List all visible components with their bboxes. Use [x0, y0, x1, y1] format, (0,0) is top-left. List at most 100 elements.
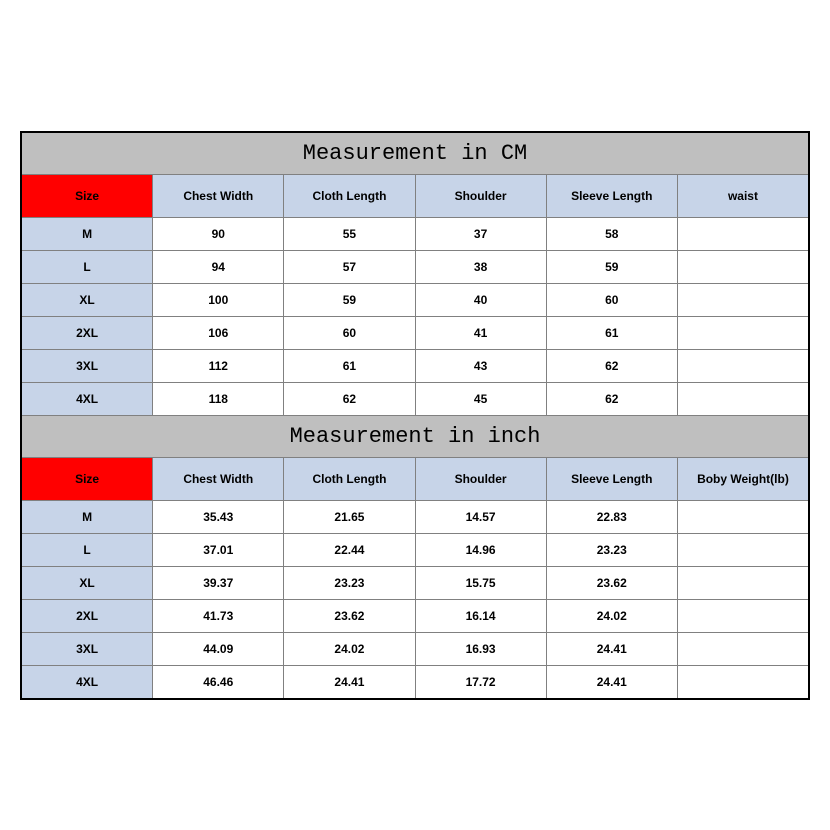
value-cell: [678, 251, 808, 284]
value-cell: 61: [547, 317, 678, 350]
value-cell: 45: [416, 383, 547, 416]
value-cell: 16.93: [416, 633, 547, 666]
value-cell: 118: [153, 383, 284, 416]
value-cell: 62: [284, 383, 415, 416]
value-cell: 24.41: [547, 633, 678, 666]
value-cell: [678, 383, 808, 416]
size-label-cell: M: [22, 218, 153, 251]
size-label-cell: 2XL: [22, 317, 153, 350]
table-row: 4XL46.4624.4117.7224.41: [22, 666, 808, 698]
value-cell: 60: [547, 284, 678, 317]
size-label-cell: L: [22, 534, 153, 567]
value-cell: [678, 284, 808, 317]
table-row: 2XL41.7323.6216.1424.02: [22, 600, 808, 633]
value-cell: 60: [284, 317, 415, 350]
value-cell: [678, 666, 808, 698]
table-section-0: Measurement in CMSizeChest WidthCloth Le…: [22, 133, 808, 416]
table-row: 3XL112614362: [22, 350, 808, 383]
value-cell: [678, 600, 808, 633]
value-cell: 39.37: [153, 567, 284, 600]
value-cell: 59: [547, 251, 678, 284]
value-cell: 23.62: [284, 600, 415, 633]
table-title: Measurement in CM: [22, 133, 808, 175]
value-cell: 24.41: [284, 666, 415, 698]
table-section-1: Measurement in inchSizeChest WidthCloth …: [22, 416, 808, 698]
size-label-cell: 3XL: [22, 633, 153, 666]
value-cell: 37: [416, 218, 547, 251]
value-cell: 23.23: [547, 534, 678, 567]
value-cell: 41: [416, 317, 547, 350]
value-cell: 40: [416, 284, 547, 317]
value-cell: 23.23: [284, 567, 415, 600]
value-cell: 17.72: [416, 666, 547, 698]
value-cell: [678, 350, 808, 383]
value-cell: 41.73: [153, 600, 284, 633]
value-cell: 14.96: [416, 534, 547, 567]
value-cell: 57: [284, 251, 415, 284]
size-label-cell: XL: [22, 567, 153, 600]
table-row: XL100594060: [22, 284, 808, 317]
value-cell: 38: [416, 251, 547, 284]
value-cell: 37.01: [153, 534, 284, 567]
table-header-cell: Shoulder: [416, 175, 547, 218]
value-cell: 90: [153, 218, 284, 251]
table-header-cell: Size: [22, 458, 153, 501]
value-cell: 44.09: [153, 633, 284, 666]
table-row: L37.0122.4414.9623.23: [22, 534, 808, 567]
table-row: 3XL44.0924.0216.9324.41: [22, 633, 808, 666]
value-cell: 22.44: [284, 534, 415, 567]
table-header-row: SizeChest WidthCloth LengthShoulderSleev…: [22, 175, 808, 218]
value-cell: 22.83: [547, 501, 678, 534]
value-cell: 112: [153, 350, 284, 383]
value-cell: 24.02: [284, 633, 415, 666]
value-cell: 58: [547, 218, 678, 251]
value-cell: [678, 317, 808, 350]
value-cell: 23.62: [547, 567, 678, 600]
value-cell: 16.14: [416, 600, 547, 633]
table-header-cell: Cloth Length: [284, 175, 415, 218]
value-cell: 15.75: [416, 567, 547, 600]
table-header-cell: waist: [678, 175, 808, 218]
value-cell: 94: [153, 251, 284, 284]
value-cell: 14.57: [416, 501, 547, 534]
value-cell: 24.02: [547, 600, 678, 633]
table-header-cell: Chest Width: [153, 458, 284, 501]
size-label-cell: 4XL: [22, 666, 153, 698]
size-label-cell: M: [22, 501, 153, 534]
value-cell: 24.41: [547, 666, 678, 698]
size-label-cell: 2XL: [22, 600, 153, 633]
table-row: 4XL118624562: [22, 383, 808, 416]
table-row: 2XL106604161: [22, 317, 808, 350]
size-chart-container: Measurement in CMSizeChest WidthCloth Le…: [20, 131, 810, 700]
table-title: Measurement in inch: [22, 416, 808, 458]
value-cell: [678, 567, 808, 600]
size-label-cell: 3XL: [22, 350, 153, 383]
size-label-cell: XL: [22, 284, 153, 317]
value-cell: 46.46: [153, 666, 284, 698]
value-cell: [678, 534, 808, 567]
table-header-cell: Size: [22, 175, 153, 218]
value-cell: 43: [416, 350, 547, 383]
table-header-cell: Sleeve Length: [547, 458, 678, 501]
table-header-cell: Sleeve Length: [547, 175, 678, 218]
table-row: M90553758: [22, 218, 808, 251]
value-cell: 100: [153, 284, 284, 317]
value-cell: 35.43: [153, 501, 284, 534]
value-cell: 62: [547, 350, 678, 383]
value-cell: 62: [547, 383, 678, 416]
table-row: L94573859: [22, 251, 808, 284]
table-row: XL39.3723.2315.7523.62: [22, 567, 808, 600]
table-row: M35.4321.6514.5722.83: [22, 501, 808, 534]
value-cell: 59: [284, 284, 415, 317]
table-header-cell: Cloth Length: [284, 458, 415, 501]
value-cell: [678, 633, 808, 666]
value-cell: 61: [284, 350, 415, 383]
value-cell: 106: [153, 317, 284, 350]
table-header-cell: Boby Weight(lb): [678, 458, 808, 501]
value-cell: 21.65: [284, 501, 415, 534]
value-cell: [678, 501, 808, 534]
table-header-row: SizeChest WidthCloth LengthShoulderSleev…: [22, 458, 808, 501]
size-label-cell: L: [22, 251, 153, 284]
table-header-cell: Chest Width: [153, 175, 284, 218]
size-label-cell: 4XL: [22, 383, 153, 416]
